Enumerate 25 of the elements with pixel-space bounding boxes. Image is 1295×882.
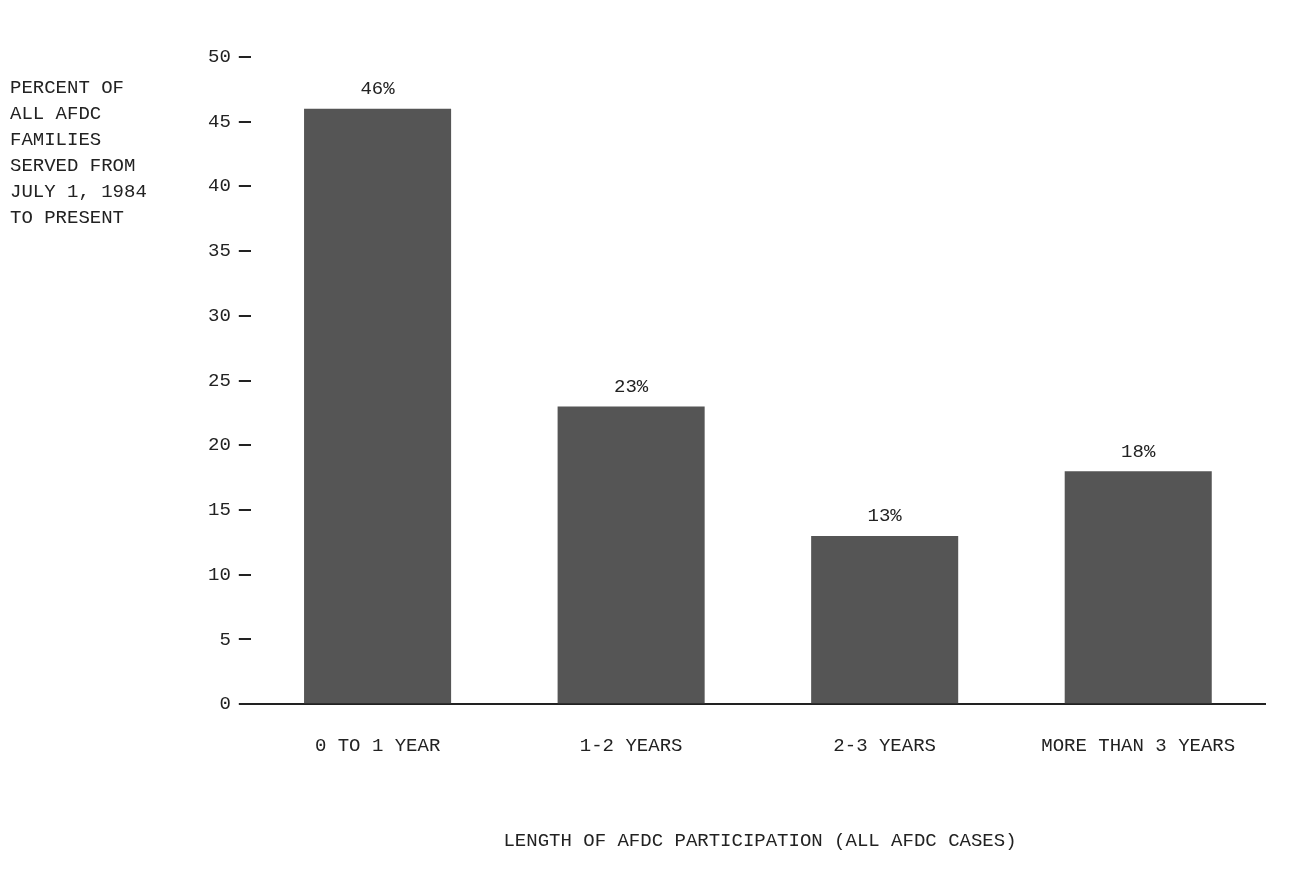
y-tick-label: 50 (207, 46, 231, 69)
bar (557, 406, 705, 704)
y-tick-label: 25 (207, 369, 231, 392)
x-axis-title: LENGTH OF AFDC PARTICIPATION (ALL AFDC CASES) (502, 830, 1018, 852)
data-label: 13% (867, 505, 903, 528)
y-tick-label: 45 (207, 110, 231, 133)
x-tick-label: 1-2 YEARS (579, 734, 683, 757)
x-tick-label: MORE THAN 3 YEARS (1041, 734, 1236, 757)
bar (811, 535, 959, 704)
y-tick-label: 30 (207, 304, 231, 327)
data-label: 18% (1121, 440, 1156, 463)
y-tick-label: 0 (219, 693, 231, 716)
y-tick-label: 10 (207, 563, 231, 586)
data-label: 23% (614, 376, 649, 399)
y-tick-label: 40 (207, 175, 231, 198)
y-axis-title: PERCENT OF ALL AFDC FAMILIES SERVED FROM JULY 1, 1984 TO PRESENT (10, 76, 148, 231)
bar (1064, 471, 1212, 704)
data-label: 46% (360, 78, 396, 101)
y-tick-label: 20 (207, 434, 231, 457)
y-tick-label: 5 (219, 628, 231, 651)
bar (304, 108, 452, 704)
y-tick-label: 35 (207, 240, 231, 263)
x-tick-label: 0 TO 1 YEAR (314, 734, 441, 757)
y-tick-label: 15 (207, 499, 231, 522)
x-tick-label: 2-3 YEARS (833, 734, 936, 757)
